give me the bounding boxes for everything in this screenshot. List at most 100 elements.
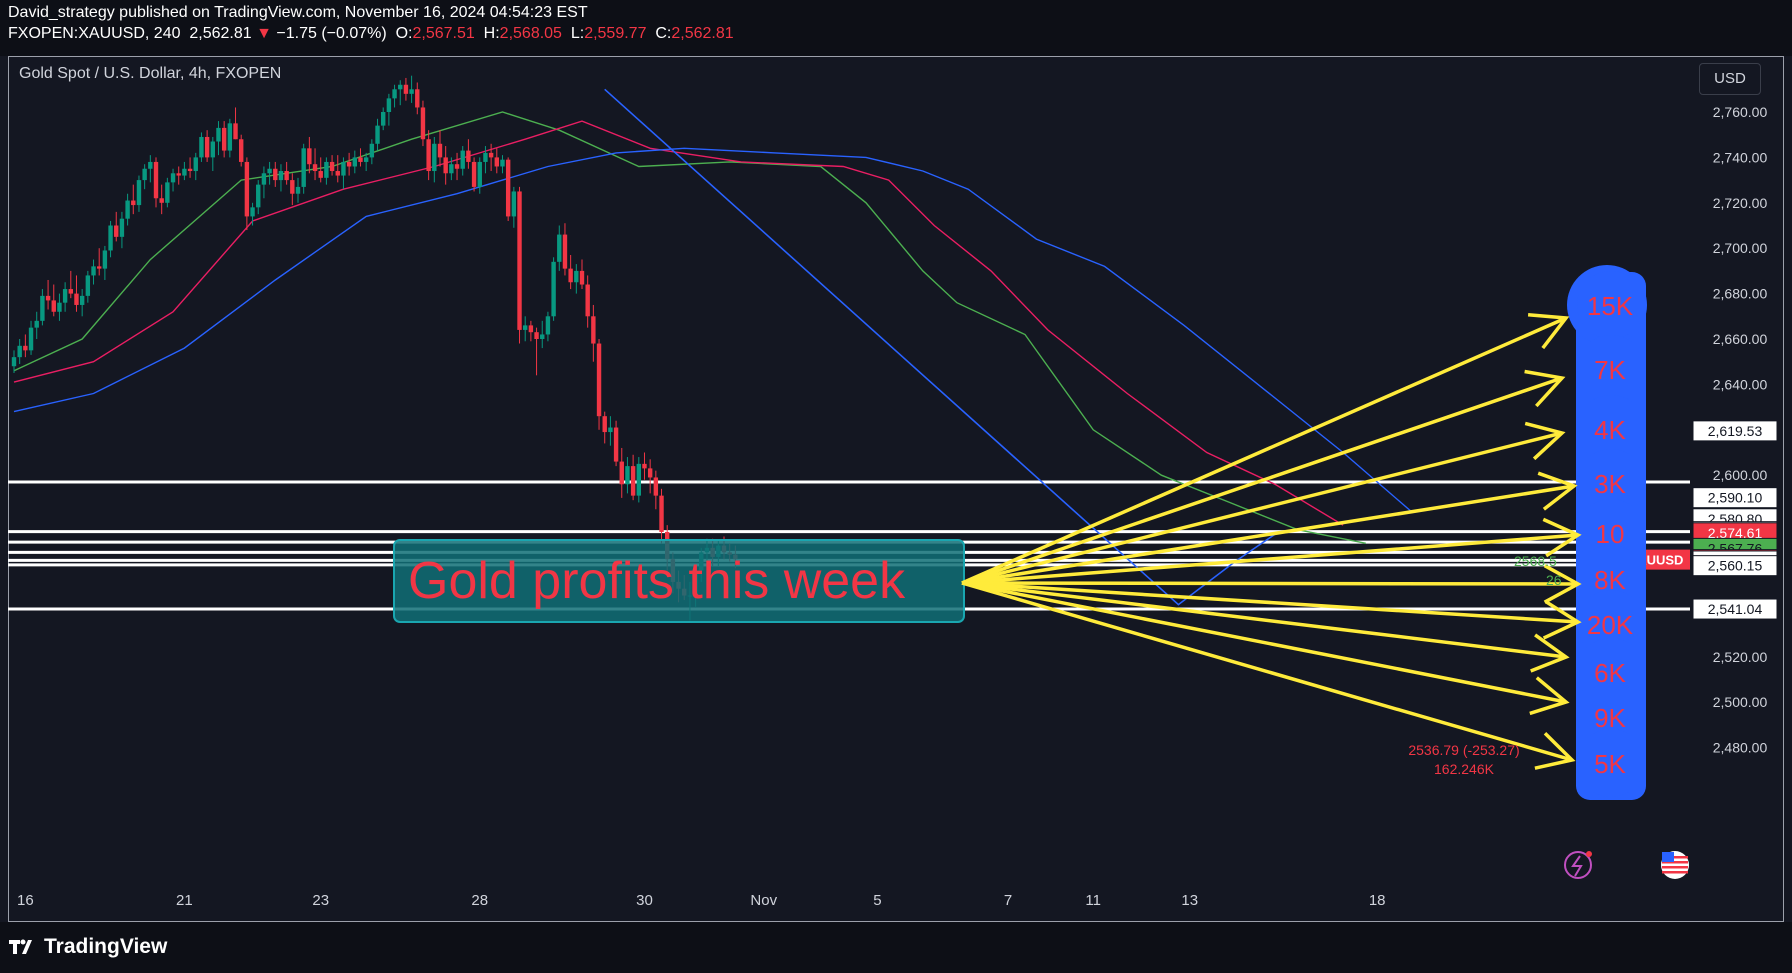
candle-down: [74, 293, 79, 305]
profit-arrow-line: [961, 581, 1579, 624]
plot-area: [8, 75, 1690, 621]
lightning-icon: [1564, 851, 1592, 879]
candle-down: [619, 461, 624, 485]
candle-up: [165, 182, 170, 203]
candle-up: [540, 334, 545, 339]
candle-up: [136, 180, 142, 206]
candle-down: [221, 127, 227, 151]
candle-down: [97, 266, 102, 269]
x-tick-label: 13: [1181, 892, 1198, 909]
candle-down: [23, 345, 28, 351]
candle-up: [250, 207, 255, 217]
candle-down: [488, 152, 494, 158]
price-badge-bg: [1692, 555, 1778, 577]
candle-up: [261, 173, 267, 185]
us-flag-canton: [1662, 852, 1674, 862]
candle-down: [494, 157, 499, 167]
profit-arrow-line: [961, 431, 1563, 585]
candle-up: [460, 150, 465, 169]
candle-up: [256, 184, 261, 208]
tradingview-logo[interactable]: TradingView: [8, 935, 167, 959]
y-tick-label: 2,660.00: [1713, 331, 1768, 347]
candle-down: [153, 161, 159, 199]
candle-up: [608, 427, 613, 433]
down-arrow-icon: ▼: [256, 25, 272, 42]
profit-label: 7K: [1594, 355, 1626, 385]
symbol-label[interactable]: FXOPEN:XAUUSD, 240: [8, 25, 181, 42]
candle-up: [210, 141, 215, 158]
candle-up: [125, 200, 130, 219]
candle-down: [204, 136, 210, 158]
measure-label-price: 2536.79 (-253.27): [1408, 742, 1519, 758]
candle-down: [45, 295, 51, 301]
y-tick-label: 2,760.00: [1713, 104, 1768, 120]
candle-down: [131, 200, 136, 206]
candle-up: [11, 357, 17, 367]
candle-up: [324, 161, 329, 178]
candle-up: [40, 295, 45, 321]
x-tick-label: 11: [1085, 892, 1101, 909]
candle-down: [630, 466, 636, 496]
candle-down: [114, 225, 119, 237]
candle-up: [142, 168, 147, 181]
candle-down: [579, 270, 585, 285]
candle-down: [642, 463, 647, 469]
candle-up: [375, 125, 380, 144]
profit-label: 5K: [1594, 749, 1626, 779]
x-tick-label: 23: [312, 892, 329, 909]
x-tick-label: 21: [176, 892, 193, 909]
candle-down: [420, 107, 426, 140]
candle-down: [591, 316, 596, 344]
chart-frame[interactable]: Gold Spot / U.S. Dollar, 4h, FXOPEN USD: [8, 56, 1784, 922]
high-value: 2,568.05: [499, 25, 562, 42]
candle-up: [398, 84, 403, 90]
ema-line: [13, 111, 1366, 544]
candle-down: [517, 191, 522, 330]
x-tick-label: 7: [1004, 892, 1012, 909]
us-flag-stripe: [1662, 866, 1688, 869]
candle-down: [471, 161, 477, 187]
candle-up: [216, 127, 221, 142]
profit-arrow-head: [1529, 676, 1570, 716]
candle-up: [182, 168, 187, 176]
candle-down: [312, 164, 318, 172]
candle-down: [426, 139, 431, 172]
candle-up: [301, 148, 306, 187]
candle-down: [307, 148, 312, 165]
profit-arrow-head: [1534, 731, 1576, 770]
candle-up: [227, 123, 233, 151]
price-change: −1.75 (−0.07%): [276, 25, 387, 42]
candle-up: [386, 98, 392, 112]
candle-down: [244, 161, 250, 217]
headline-text: Gold profits this week: [408, 552, 906, 610]
candle-down: [358, 157, 363, 162]
symbol-ohlc-line: FXOPEN:XAUUSD, 240 2,562.81 ▼ −1.75 (−0.…: [8, 25, 734, 43]
currency-button[interactable]: USD: [1699, 63, 1761, 95]
profit-badge-bubble: [1577, 395, 1645, 463]
profit-label: 4K: [1594, 415, 1626, 445]
candle-up: [102, 250, 108, 269]
candle-up: [636, 463, 641, 496]
candle-up: [34, 320, 39, 328]
tradingview-logo-icon: [9, 939, 32, 954]
candle-up: [295, 186, 301, 194]
candle-up: [483, 152, 488, 162]
price-badge-bg: [1692, 598, 1778, 620]
candle-up: [91, 266, 96, 276]
candle-up: [574, 270, 579, 283]
profit-arrow-head: [1524, 421, 1566, 461]
candle-up: [17, 345, 22, 358]
last-price: 2,562.81: [189, 25, 252, 42]
y-tick-label: 2,740.00: [1713, 149, 1768, 165]
price-badge-bg: [1692, 487, 1778, 509]
candle-up: [85, 275, 91, 296]
profit-arrow-line: [961, 581, 1567, 704]
y-tick-label: 2,520.00: [1713, 649, 1768, 665]
price-badge: 2,619.53: [1708, 423, 1763, 439]
candle-down: [176, 173, 181, 176]
ema-line: [13, 147, 1412, 513]
candle-down: [528, 325, 534, 333]
profit-label: 9K: [1594, 703, 1626, 733]
profit-arrow-head: [1537, 471, 1578, 511]
